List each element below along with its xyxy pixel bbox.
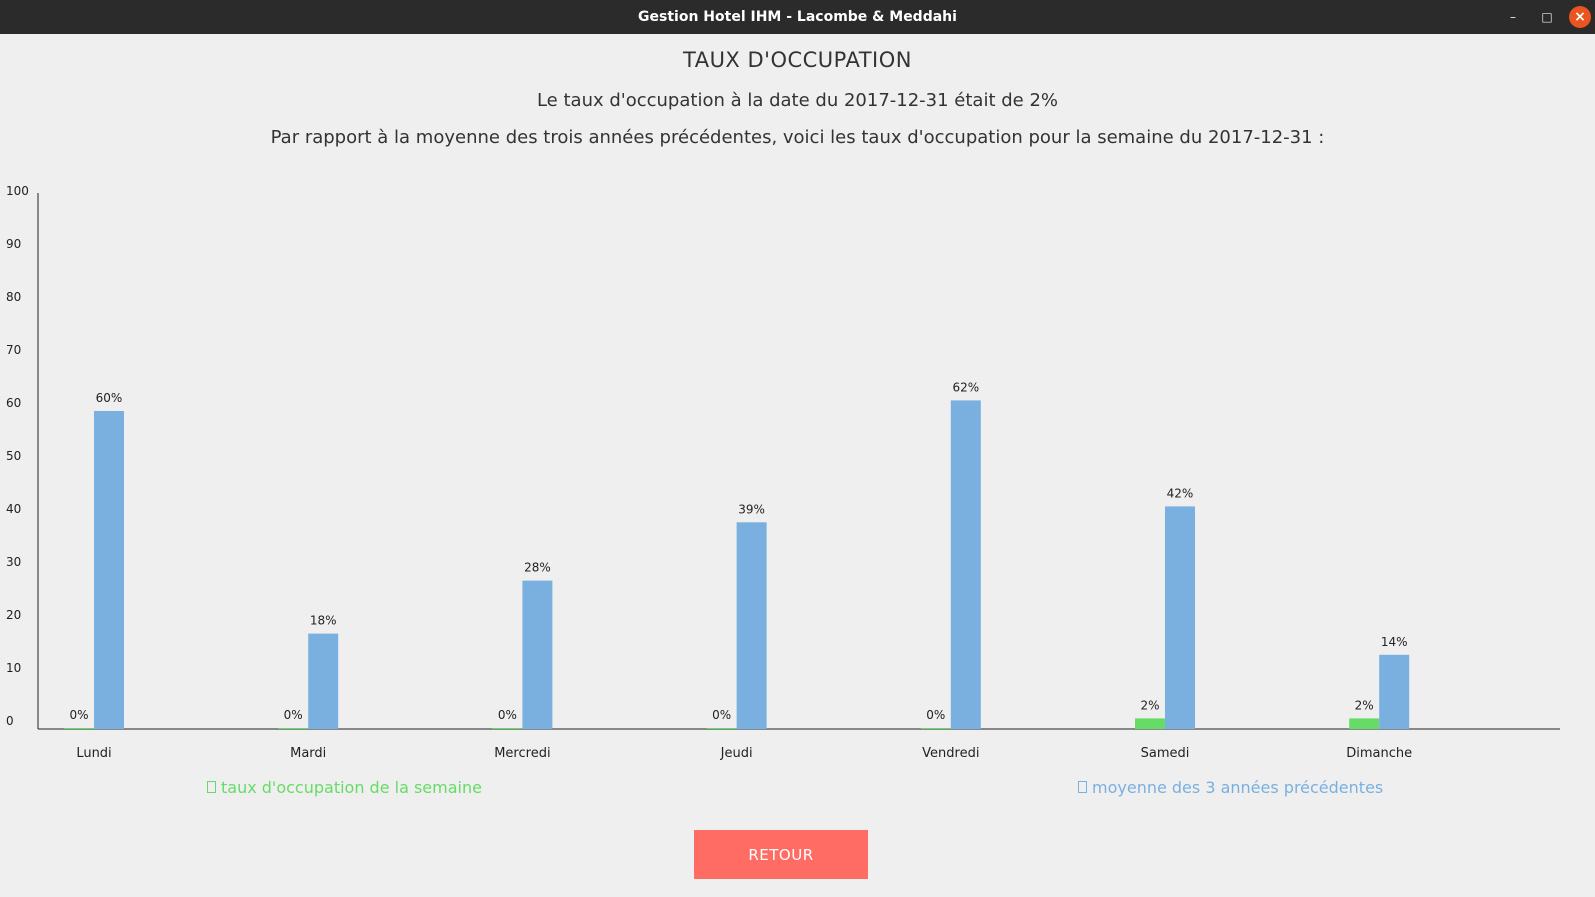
bar-week bbox=[492, 728, 523, 729]
x-tick-label: Lundi bbox=[76, 746, 111, 761]
occupancy-summary: Le taux d'occupation à la date du 2017-1… bbox=[536, 90, 1059, 111]
y-tick-label: 20 bbox=[6, 608, 21, 622]
window-title: Gestion Hotel IHM - Lacombe & Meddahi bbox=[638, 9, 957, 25]
bar-average bbox=[950, 400, 981, 729]
x-tick-label: Samedi bbox=[1141, 746, 1190, 761]
x-tick-label: Vendredi bbox=[922, 746, 979, 761]
data-label: 62% bbox=[952, 380, 979, 394]
x-tick-label: Mercredi bbox=[494, 746, 550, 761]
bar-week bbox=[278, 728, 309, 729]
bar-week bbox=[1135, 718, 1165, 729]
bar-week bbox=[920, 728, 951, 729]
bar-average bbox=[736, 522, 767, 729]
bar-week bbox=[1349, 718, 1380, 729]
legend-week-swatch bbox=[207, 781, 216, 793]
y-tick-label: 90 bbox=[6, 237, 21, 251]
y-tick-label: 40 bbox=[6, 502, 21, 516]
occupancy-bar-chart: 0 10 20 30 40 50 60 70 80 90 100 0% 60% Lundi 0% 18% Mar… bbox=[6, 184, 1560, 761]
bar-average bbox=[94, 411, 124, 729]
close-icon[interactable]: × bbox=[1569, 6, 1591, 28]
legend-average: moyenne des 3 années précédentes bbox=[1078, 778, 1383, 797]
y-tick-label: 70 bbox=[6, 343, 21, 357]
data-label: 14% bbox=[1381, 635, 1408, 649]
legend-average-swatch bbox=[1078, 781, 1087, 793]
legend-week-label: taux d'occupation de la semaine bbox=[221, 778, 482, 797]
data-label: 60% bbox=[96, 391, 123, 405]
data-label: 42% bbox=[1167, 486, 1194, 500]
data-label: 28% bbox=[524, 561, 551, 575]
y-tick-label: 0 bbox=[6, 714, 14, 728]
x-tick-label: Dimanche bbox=[1346, 746, 1412, 761]
bar-week bbox=[706, 728, 737, 729]
maximize-icon[interactable]: □ bbox=[1541, 10, 1553, 24]
bar-average bbox=[522, 580, 553, 729]
y-tick-label: 60 bbox=[6, 396, 21, 410]
y-tick-label: 10 bbox=[6, 661, 21, 675]
x-tick-label: Mardi bbox=[290, 746, 326, 761]
y-tick-label: 50 bbox=[6, 449, 21, 463]
data-label: 0% bbox=[284, 708, 303, 722]
bar-average bbox=[1379, 654, 1410, 729]
bar-week bbox=[64, 728, 94, 729]
x-tick-label: Jeudi bbox=[720, 746, 753, 761]
data-label: 0% bbox=[712, 708, 731, 722]
data-label: 0% bbox=[498, 708, 517, 722]
bar-average bbox=[1165, 506, 1195, 729]
data-label: 0% bbox=[926, 708, 945, 722]
data-label: 0% bbox=[69, 708, 88, 722]
window-titlebar: Gestion Hotel IHM - Lacombe & Meddahi – … bbox=[0, 0, 1595, 34]
data-label: 39% bbox=[738, 502, 765, 516]
y-tick-label: 100 bbox=[6, 184, 29, 198]
data-label: 2% bbox=[1140, 698, 1159, 712]
page-title: TAUX D'OCCUPATION bbox=[683, 48, 912, 72]
y-tick-label: 80 bbox=[6, 290, 21, 304]
bar-average bbox=[308, 633, 339, 729]
legend-week: taux d'occupation de la semaine bbox=[207, 778, 482, 797]
data-label: 2% bbox=[1355, 698, 1374, 712]
data-label: 18% bbox=[310, 614, 337, 628]
chart-description: Par rapport à la moyenne des trois année… bbox=[270, 127, 1325, 148]
retour-button[interactable]: RETOUR bbox=[694, 830, 868, 879]
legend-average-label: moyenne des 3 années précédentes bbox=[1092, 778, 1384, 797]
y-tick-label: 30 bbox=[6, 555, 21, 569]
minimize-icon[interactable]: – bbox=[1510, 10, 1516, 24]
